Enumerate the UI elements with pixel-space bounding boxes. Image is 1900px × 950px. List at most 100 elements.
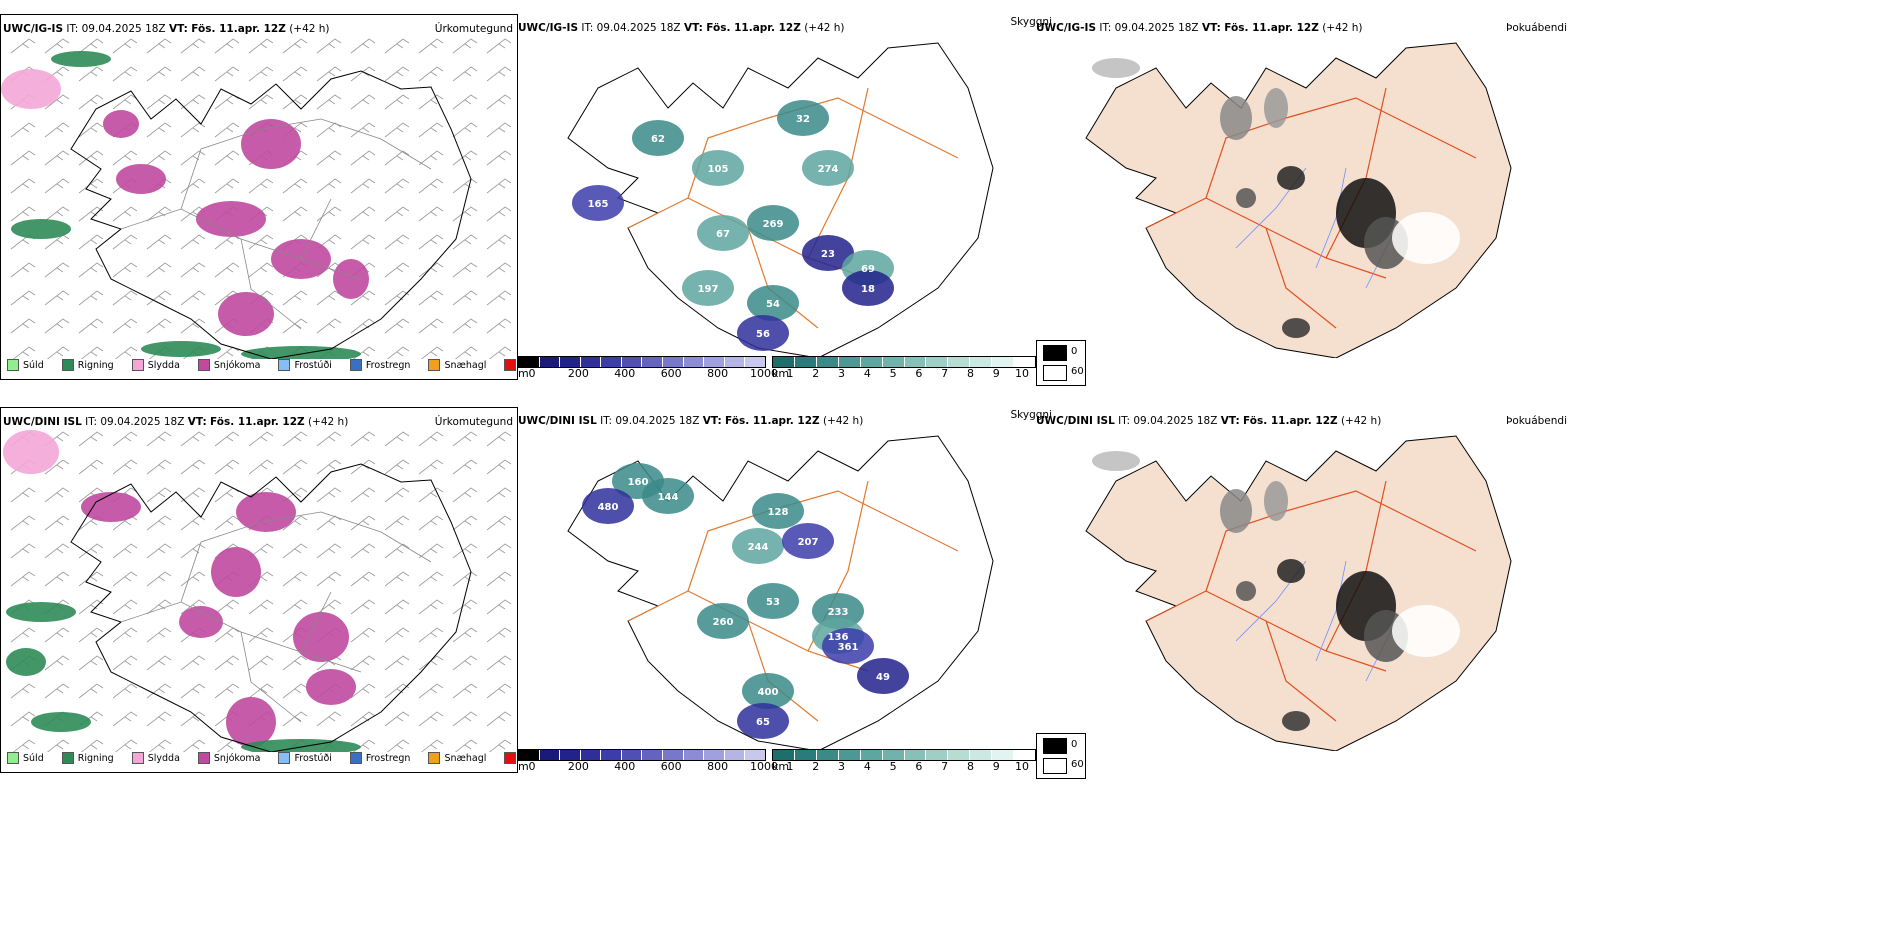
wind-barb [282, 318, 308, 334]
wind-barb [180, 66, 206, 82]
tick-label: 1 [786, 760, 794, 773]
wind-barb [316, 487, 342, 503]
wind-barb [146, 571, 172, 587]
wind-barb [80, 346, 104, 359]
legend-swatch [504, 752, 517, 764]
wind-barb [350, 515, 376, 531]
vt-label: VT: [1201, 22, 1221, 34]
fog-patch [1392, 212, 1460, 264]
precip-legend-item: Snæhagl [428, 359, 486, 371]
wind-barb [418, 711, 444, 727]
wind-barb [180, 459, 206, 475]
tick-label: 400 [614, 367, 636, 380]
it-label: IT: [66, 23, 79, 35]
tick-label: 5 [889, 367, 897, 380]
wind-barb [418, 487, 444, 503]
wind-barb [418, 599, 444, 615]
wind-barb [248, 459, 274, 475]
tick-label: 9 [992, 760, 1000, 773]
it-label: IT: [1099, 22, 1112, 34]
colorbar-bin [992, 750, 1015, 760]
wind-barb [78, 262, 104, 278]
roads [120, 118, 432, 330]
roads [1145, 87, 1477, 329]
fog-panel: UWC/DINI ISL IT: 09.04.2025 18Z VT: Fös.… [1036, 407, 1900, 771]
cloud-base-label: 23 [821, 249, 835, 260]
it-value: 09.04.2025 18Z [596, 22, 681, 34]
fog-patches [1092, 58, 1460, 338]
legend-swatch [7, 752, 19, 764]
wind-barb [180, 94, 206, 110]
wind-barb [112, 94, 138, 110]
wind-barb [146, 459, 172, 475]
legend-swatch [197, 752, 210, 764]
legend-label: Frostúði [294, 359, 332, 371]
colorbar-bin [948, 750, 971, 760]
wind-barb [180, 178, 206, 194]
precip-patch [241, 119, 301, 169]
cloud-base-label: 136 [828, 632, 849, 643]
wind-barb [214, 94, 240, 110]
legend-label: Rigning [77, 359, 114, 371]
wind-barb [486, 515, 512, 531]
cloud-base-label: 480 [598, 502, 619, 513]
precip-legend-item: Frostúði [278, 752, 332, 764]
wind-barb [78, 66, 104, 82]
precip-title: Úrkomutegund [434, 23, 513, 35]
wind-barb [146, 543, 172, 559]
legend-label: Slydda [147, 359, 180, 371]
precip-patch [236, 492, 296, 532]
fog-patch [1264, 88, 1288, 128]
wind-barb [112, 66, 138, 82]
wind-barb [214, 234, 240, 250]
wind-barb [78, 178, 104, 194]
wind-barb [452, 683, 478, 699]
wind-barb [418, 206, 444, 222]
fog-patch [1264, 481, 1288, 521]
wind-barb [282, 515, 308, 531]
wind-barb [10, 487, 36, 503]
visibility-patch [732, 528, 784, 564]
cloud-base-unit: m [518, 760, 529, 773]
wind-barb [452, 318, 478, 334]
visibility-title: Skyggni [1010, 409, 1053, 421]
wind-barb [420, 739, 444, 752]
wind-barb [112, 655, 138, 671]
colorbar-bin [519, 750, 540, 760]
wind-barb [214, 66, 240, 82]
tick-label: 800 [707, 760, 729, 773]
wind-barb [282, 66, 308, 82]
wind-barb [350, 711, 376, 727]
precip-patch [211, 547, 261, 597]
wind-barb [80, 739, 104, 752]
lead-time: (+42 h) [1340, 415, 1382, 427]
wind-barb [248, 234, 274, 250]
colorbar-bin [745, 357, 765, 367]
legend-swatch [61, 359, 74, 371]
precip-legend-item: Haglél [504, 359, 517, 371]
colorbar-bin [882, 357, 905, 367]
fog-patch [1282, 711, 1310, 731]
fog-patch [1236, 188, 1256, 208]
wind-barb [112, 206, 138, 222]
tick-label: 9 [992, 367, 1000, 380]
wind-barb [214, 487, 240, 503]
wind-barb [350, 94, 376, 110]
wind-barb [112, 431, 138, 447]
wind-barb [78, 318, 104, 334]
legend-label: Snjókoma [213, 359, 261, 371]
wind-barb [452, 571, 478, 587]
precip-legend: Súld Rigning Slydda Snjókoma Frostúði Frostre… [7, 359, 517, 371]
wind-barb [282, 571, 308, 587]
wind-barb [182, 739, 206, 752]
wind-barb [78, 627, 104, 643]
iceland-land [1085, 42, 1512, 358]
wind-barb [44, 38, 70, 54]
visibility-patch [812, 593, 864, 629]
colorbar-bin [580, 357, 602, 367]
wind-barb [452, 206, 478, 222]
wind-barb [486, 262, 512, 278]
precip-patch [241, 346, 361, 359]
visibility-patch [857, 658, 909, 694]
colorbar-bin [539, 357, 561, 367]
